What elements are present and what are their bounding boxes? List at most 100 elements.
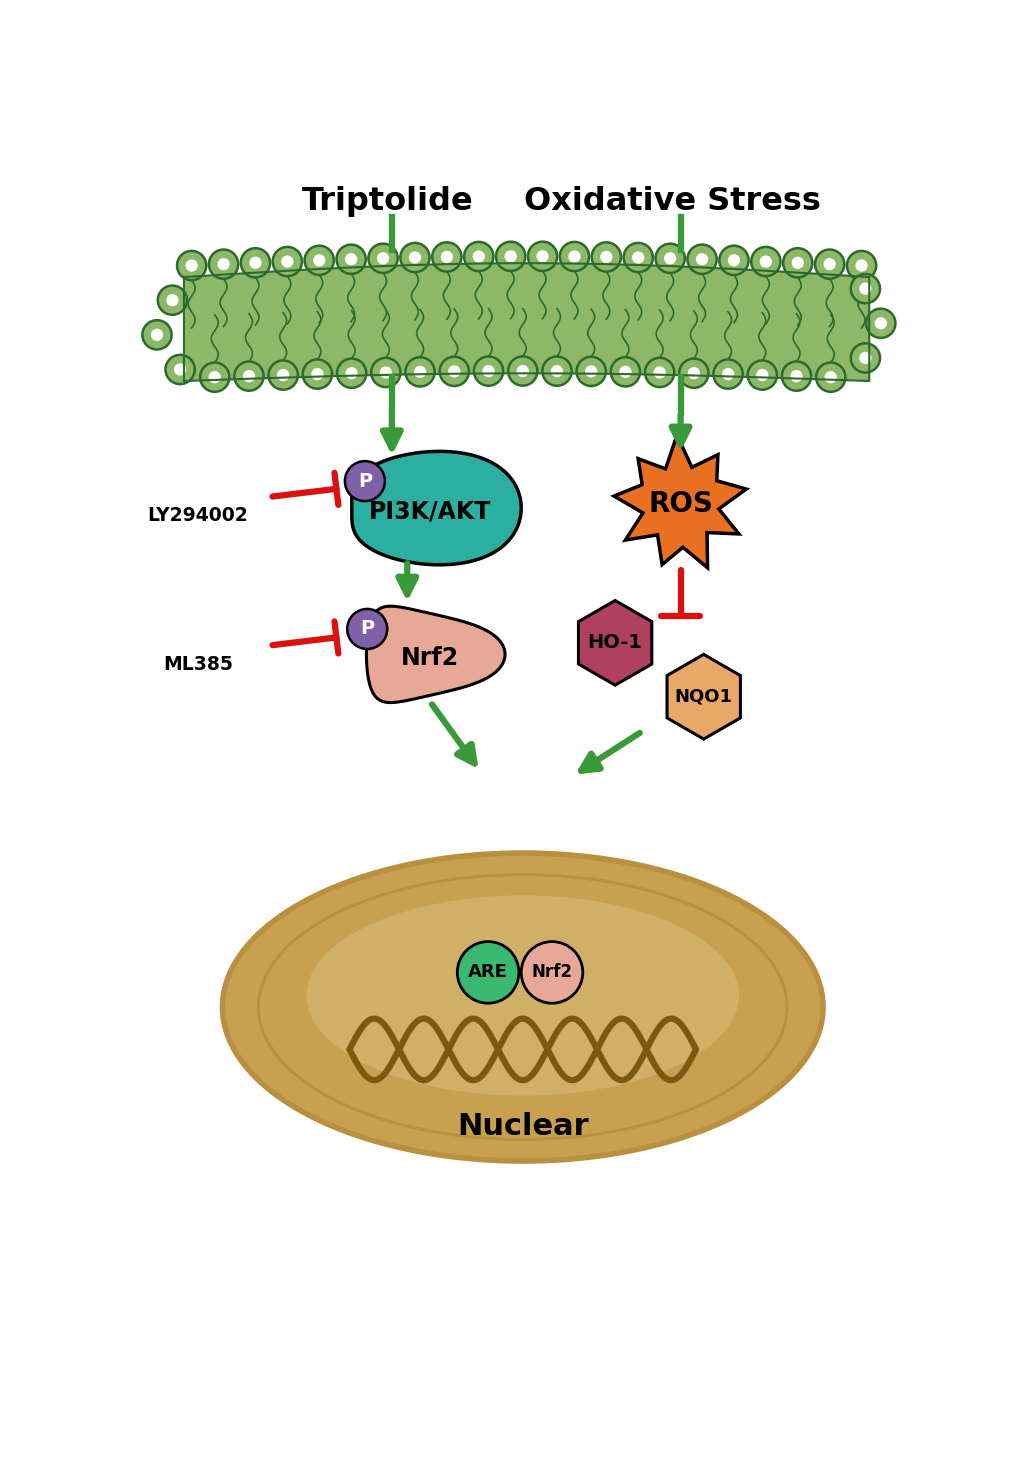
- Text: Nrf2: Nrf2: [531, 963, 572, 981]
- Circle shape: [377, 251, 389, 265]
- Circle shape: [542, 357, 571, 386]
- Polygon shape: [578, 601, 651, 686]
- Circle shape: [507, 357, 537, 386]
- Circle shape: [313, 254, 325, 266]
- Circle shape: [209, 250, 238, 279]
- Circle shape: [623, 243, 652, 272]
- Circle shape: [610, 357, 639, 386]
- Polygon shape: [366, 607, 504, 703]
- Text: Triptolide: Triptolide: [302, 186, 474, 218]
- Circle shape: [850, 344, 879, 373]
- Text: NQO1: NQO1: [674, 687, 732, 706]
- Circle shape: [687, 244, 716, 273]
- Circle shape: [599, 251, 611, 263]
- Circle shape: [568, 250, 580, 263]
- Circle shape: [874, 317, 887, 329]
- Circle shape: [858, 352, 870, 364]
- Circle shape: [371, 358, 400, 387]
- Text: ARE: ARE: [468, 963, 507, 981]
- Circle shape: [305, 246, 333, 275]
- Circle shape: [185, 259, 198, 272]
- Circle shape: [344, 461, 384, 501]
- Circle shape: [368, 244, 397, 273]
- Text: PI3K/AKT: PI3K/AKT: [369, 500, 491, 523]
- Circle shape: [712, 360, 742, 389]
- Circle shape: [200, 363, 229, 392]
- Circle shape: [755, 368, 767, 382]
- Circle shape: [158, 285, 186, 314]
- Circle shape: [439, 357, 469, 386]
- Circle shape: [311, 368, 323, 380]
- Circle shape: [559, 241, 589, 270]
- Polygon shape: [666, 655, 740, 740]
- Circle shape: [695, 253, 707, 266]
- Circle shape: [344, 253, 357, 266]
- Circle shape: [521, 942, 582, 1003]
- Polygon shape: [183, 263, 868, 382]
- Circle shape: [177, 251, 206, 281]
- Circle shape: [174, 364, 186, 376]
- Circle shape: [814, 250, 844, 279]
- Circle shape: [143, 320, 171, 349]
- Circle shape: [791, 257, 803, 269]
- Circle shape: [846, 251, 875, 281]
- Ellipse shape: [222, 852, 822, 1161]
- Circle shape: [240, 249, 270, 278]
- Circle shape: [432, 243, 461, 272]
- Circle shape: [655, 244, 684, 273]
- Circle shape: [687, 367, 699, 379]
- Circle shape: [516, 366, 529, 377]
- Circle shape: [550, 366, 562, 377]
- Circle shape: [815, 363, 845, 392]
- Circle shape: [277, 368, 289, 382]
- Text: LY294002: LY294002: [148, 506, 248, 525]
- Text: HO-1: HO-1: [587, 633, 642, 652]
- Circle shape: [644, 358, 674, 387]
- Circle shape: [447, 366, 460, 377]
- Circle shape: [414, 366, 426, 379]
- Circle shape: [336, 244, 366, 273]
- Circle shape: [281, 256, 293, 268]
- Circle shape: [536, 250, 548, 263]
- Circle shape: [409, 251, 421, 263]
- Circle shape: [345, 367, 358, 379]
- Circle shape: [591, 243, 621, 272]
- Circle shape: [217, 257, 229, 270]
- Circle shape: [406, 357, 434, 386]
- Circle shape: [495, 241, 525, 270]
- Circle shape: [166, 294, 178, 307]
- Circle shape: [850, 273, 879, 303]
- Circle shape: [855, 259, 867, 272]
- Circle shape: [653, 367, 665, 379]
- Circle shape: [721, 368, 734, 380]
- Circle shape: [243, 370, 255, 382]
- Text: P: P: [358, 472, 372, 491]
- Circle shape: [209, 371, 221, 383]
- Circle shape: [440, 251, 452, 263]
- Circle shape: [379, 367, 391, 379]
- Circle shape: [528, 241, 556, 270]
- Circle shape: [464, 241, 493, 270]
- Circle shape: [585, 366, 597, 377]
- Circle shape: [747, 361, 776, 390]
- Circle shape: [234, 361, 263, 390]
- Circle shape: [728, 254, 740, 266]
- Polygon shape: [352, 452, 521, 564]
- Circle shape: [782, 361, 810, 390]
- Circle shape: [268, 361, 298, 390]
- Text: Oxidative Stress: Oxidative Stress: [524, 186, 820, 218]
- Text: Nrf2: Nrf2: [400, 646, 459, 670]
- Circle shape: [783, 249, 811, 278]
- Text: P: P: [360, 620, 374, 639]
- Circle shape: [151, 329, 163, 341]
- Circle shape: [249, 257, 261, 269]
- Circle shape: [482, 366, 494, 377]
- Circle shape: [346, 610, 387, 649]
- Polygon shape: [613, 436, 746, 567]
- Circle shape: [858, 282, 870, 295]
- Circle shape: [474, 357, 502, 386]
- Circle shape: [823, 371, 836, 383]
- Circle shape: [865, 308, 895, 338]
- Text: ROS: ROS: [647, 490, 712, 518]
- Text: Nuclear: Nuclear: [457, 1113, 588, 1140]
